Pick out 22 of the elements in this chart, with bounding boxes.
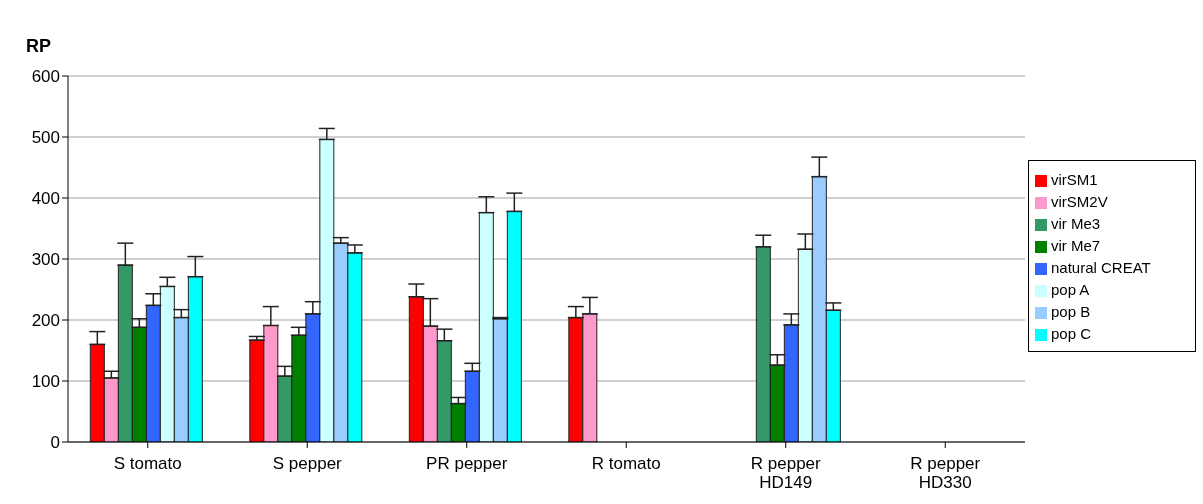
x-tick-label: S pepper xyxy=(272,454,343,474)
y-tick-label: 500 xyxy=(31,128,60,148)
legend-label: pop A xyxy=(1051,281,1090,298)
y-tick-label: 600 xyxy=(31,67,60,87)
y-tick-label: 0 xyxy=(50,433,60,453)
x-tick-label: R tomato xyxy=(591,454,661,474)
chart-title: RP xyxy=(26,36,52,57)
y-tick-label: 200 xyxy=(31,311,60,331)
x-tick-label: R pepper HD330 xyxy=(910,454,981,492)
legend-label: pop C xyxy=(1051,325,1092,342)
y-tick-label: 400 xyxy=(31,189,60,209)
y-tick-label: 100 xyxy=(31,372,60,392)
x-tick-label: R pepper HD149 xyxy=(750,454,822,492)
legend-label: virSM2V xyxy=(1051,193,1108,210)
x-tick-label: PR pepper xyxy=(426,454,508,474)
legend-label: pop B xyxy=(1051,303,1091,320)
legend-label: vir Me7 xyxy=(1051,237,1101,254)
x-tick-label: S tomato xyxy=(113,454,182,474)
legend-label: natural CREAT xyxy=(1051,259,1151,276)
legend-label: virSM1 xyxy=(1051,171,1098,188)
legend-label: vir Me3 xyxy=(1051,215,1101,232)
y-tick-label: 300 xyxy=(31,250,60,270)
